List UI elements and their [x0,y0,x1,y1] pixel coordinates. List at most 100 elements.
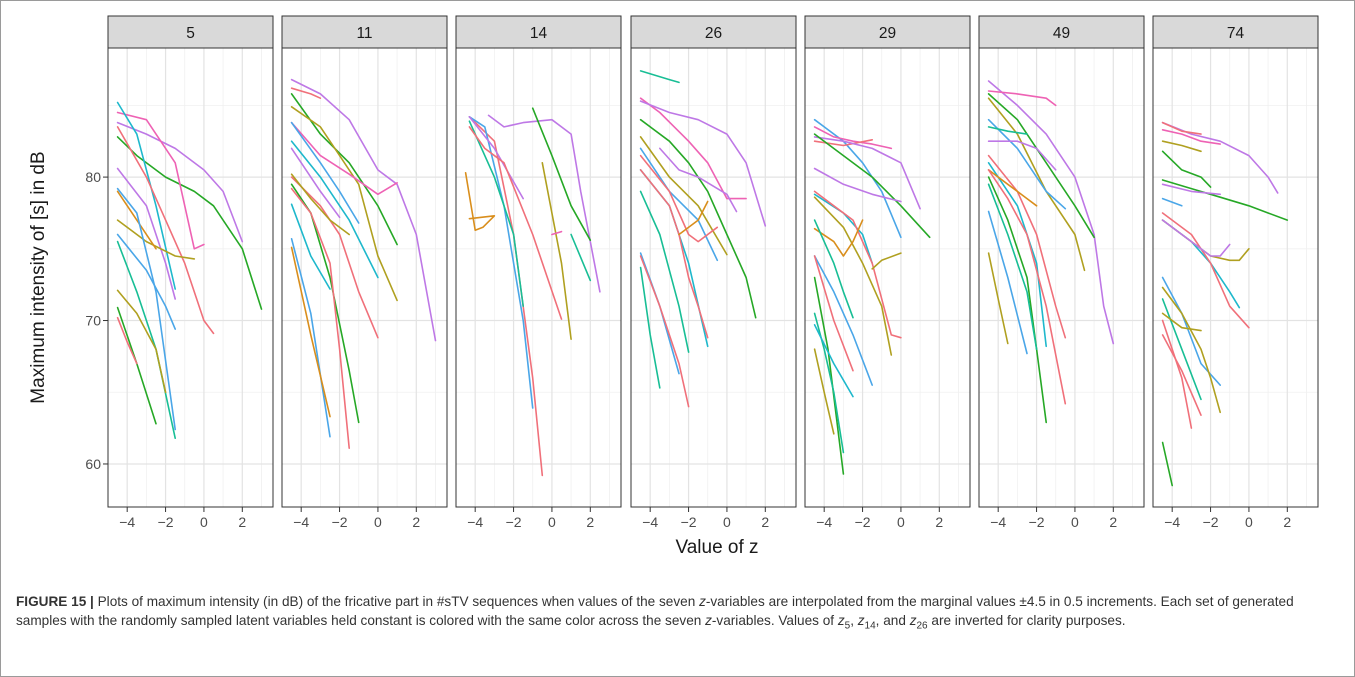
x-tick-label: 0 [548,514,556,530]
x-tick-label: 2 [935,514,943,530]
series-line [290,203,331,290]
x-tick-label: 2 [412,514,420,530]
series-line [987,126,1028,135]
caption-var: z [837,613,845,628]
series-line [116,289,167,394]
x-tick-label: 2 [1109,514,1117,530]
x-tick-label: −2 [681,514,697,530]
series-line [987,140,1057,171]
x-tick-label: 0 [723,514,731,530]
series-line [116,167,176,300]
series-line [639,154,719,243]
series-line [290,173,351,236]
series-line [116,219,196,260]
x-tick-label: 2 [238,514,246,530]
series-line [541,162,572,341]
caption-var: z [909,613,917,628]
series-line [987,80,1115,345]
series-line [1161,219,1231,257]
series-line [1161,298,1202,401]
y-tick-label: 60 [85,456,101,472]
y-tick-label: 70 [85,313,101,329]
x-tick-label: −4 [1164,514,1180,530]
series-line [290,187,351,450]
panel-border [804,47,971,508]
series-line [987,169,1067,405]
facet-label: 11 [356,25,372,42]
series-line [116,101,176,290]
series-line [639,266,661,389]
series-line [464,172,496,231]
x-tick-label: −4 [467,514,483,530]
x-tick-label: −4 [816,514,832,530]
series-line [116,190,157,250]
series-line [290,87,322,99]
caption-sub: 14 [864,620,876,632]
x-tick-label: 2 [586,514,594,530]
panel-border [455,47,622,508]
series-line [987,252,1009,345]
x-tick-label: −4 [119,514,135,530]
series-line [813,133,931,239]
series-line [290,238,331,438]
x-tick-label: −2 [855,514,871,530]
series-line [531,107,592,241]
caption-var: z [857,613,865,628]
caption-var: z [699,594,706,609]
panel-border [107,47,274,508]
series-line [116,316,138,365]
facet-label: 49 [1053,25,1070,42]
caption-text: , [850,613,858,628]
series-line [290,176,379,339]
caption-text: -variables are interpolated from the mar… [16,594,1294,628]
facet-strip [978,15,1145,49]
series-line [1161,441,1173,487]
caption-var: z [705,613,712,628]
panel-border [978,47,1145,508]
series-line [116,126,215,335]
x-axis-title: Value of z [675,537,758,558]
series-line [639,190,690,353]
series-line [987,169,1038,207]
caption-text: are inverted for clarity purposes. [927,613,1126,628]
x-tick-label: −2 [158,514,174,530]
series-line [290,121,398,196]
series-line [987,210,1028,355]
series-line [813,323,854,398]
series-line [813,219,854,319]
series-line [871,252,902,270]
x-tick-label: 2 [761,514,769,530]
panel-background [805,48,970,507]
series-line [116,240,176,440]
caption-sub: 5 [844,620,851,632]
series-line [1161,140,1202,153]
facet-label: 29 [879,25,896,42]
series-line [290,106,398,302]
panel-background [282,48,447,507]
caption-text: -variables. Values of [711,613,838,628]
series-line [1161,286,1221,414]
series-line [987,183,1038,351]
series-line [639,70,680,84]
facet-strip [1152,15,1319,49]
series-line [1161,319,1193,429]
series-line [639,100,767,227]
x-tick-label: 2 [1283,514,1291,530]
x-tick-label: 0 [1071,514,1079,530]
series-line [116,111,205,250]
series-line [987,176,1047,424]
y-axis-title: Maximum intensity of [s] in dB [28,151,49,403]
facet-strip [804,15,971,49]
facet-label: 74 [1227,25,1245,42]
series-line [1161,121,1202,135]
series-line [116,233,176,330]
x-tick-label: −2 [506,514,522,530]
series-line [116,187,176,431]
series-line [468,116,525,200]
x-tick-label: 0 [200,514,208,530]
series-line [468,120,525,308]
series-line [813,196,893,356]
series-line [639,255,690,408]
series-line [290,147,341,219]
series-line [1161,179,1289,221]
